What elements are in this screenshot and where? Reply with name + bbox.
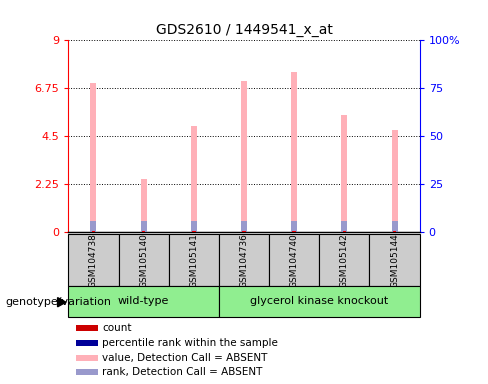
Bar (391, 220, 398, 232)
Bar (343, 231, 346, 232)
Bar (342, 220, 347, 232)
Bar (76, 354, 98, 361)
Bar (76, 340, 98, 346)
Bar (169, 234, 219, 286)
Bar (142, 231, 145, 232)
Bar (76, 325, 98, 331)
Bar (391, 130, 398, 232)
Bar (241, 81, 247, 232)
Bar (219, 286, 420, 317)
Bar (369, 234, 420, 286)
Bar (219, 234, 269, 286)
Bar (342, 115, 347, 232)
Bar (68, 234, 119, 286)
Text: value, Detection Call = ABSENT: value, Detection Call = ABSENT (102, 353, 268, 362)
Text: GSM105140: GSM105140 (139, 233, 148, 288)
Bar (269, 234, 319, 286)
Text: genotype/variation: genotype/variation (5, 297, 111, 307)
Text: GSM105141: GSM105141 (189, 233, 198, 288)
Bar (141, 179, 146, 232)
Bar (291, 220, 297, 232)
Bar (76, 369, 98, 376)
Bar (141, 220, 146, 232)
Text: count: count (102, 323, 132, 333)
Text: GSM104738: GSM104738 (89, 233, 98, 288)
Bar (191, 220, 197, 232)
Text: GSM105144: GSM105144 (390, 233, 399, 288)
Bar (68, 286, 219, 317)
Polygon shape (58, 298, 66, 307)
Bar (242, 231, 246, 232)
Bar (92, 231, 95, 232)
Bar (191, 126, 197, 232)
Bar (241, 220, 247, 232)
Title: GDS2610 / 1449541_x_at: GDS2610 / 1449541_x_at (156, 23, 332, 36)
Text: GSM104740: GSM104740 (290, 233, 299, 288)
Bar (90, 83, 97, 232)
Text: glycerol kinase knockout: glycerol kinase knockout (250, 296, 388, 306)
Text: wild-type: wild-type (118, 296, 169, 306)
Bar (393, 231, 396, 232)
Bar (90, 220, 97, 232)
Text: rank, Detection Call = ABSENT: rank, Detection Call = ABSENT (102, 367, 263, 377)
Bar (119, 234, 169, 286)
Bar (192, 231, 196, 232)
Text: percentile rank within the sample: percentile rank within the sample (102, 338, 278, 348)
Text: GSM105142: GSM105142 (340, 233, 349, 288)
Text: GSM104736: GSM104736 (240, 233, 248, 288)
Bar (292, 231, 296, 232)
Bar (291, 72, 297, 232)
Bar (319, 234, 369, 286)
